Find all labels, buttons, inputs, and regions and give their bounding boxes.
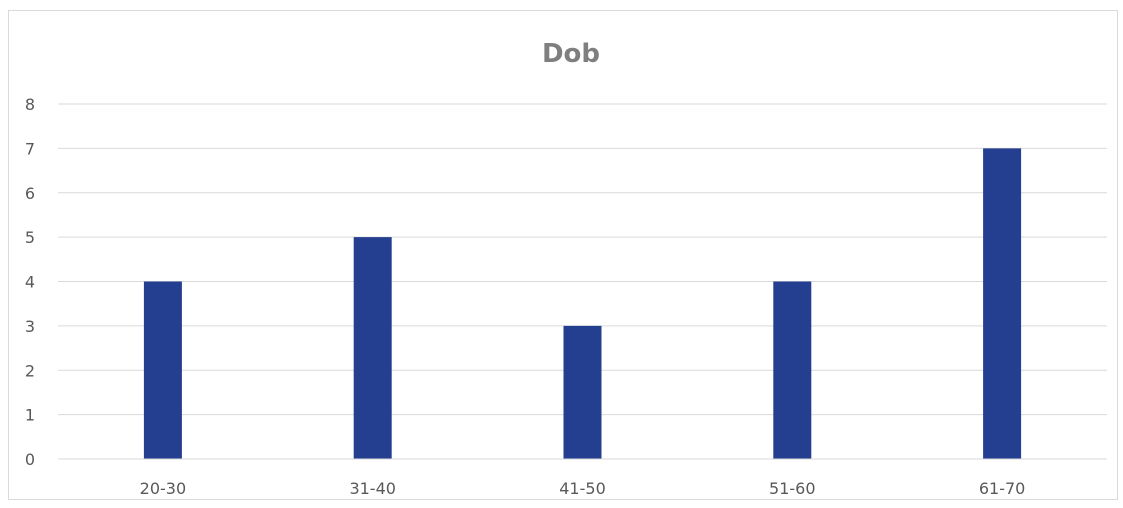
x-tick-label: 31-40 bbox=[349, 479, 396, 498]
y-tick-label: 4 bbox=[25, 273, 35, 292]
y-tick-label: 1 bbox=[25, 406, 35, 425]
bar-31-40 bbox=[353, 237, 392, 459]
bar-41-50 bbox=[563, 325, 602, 459]
x-tick-label: 41-50 bbox=[559, 479, 606, 498]
y-tick-label: 2 bbox=[25, 361, 35, 380]
y-tick-label: 6 bbox=[25, 184, 35, 203]
x-tick-label: 51-60 bbox=[769, 479, 816, 498]
bar-61-70 bbox=[983, 148, 1022, 459]
y-tick-label: 3 bbox=[25, 317, 35, 336]
y-tick-label: 5 bbox=[25, 228, 35, 247]
chart-frame bbox=[8, 10, 1118, 500]
y-tick-label: 7 bbox=[25, 139, 35, 158]
x-tick-label: 61-70 bbox=[979, 479, 1026, 498]
y-axis-tick-labels: 0 1 2 3 4 5 6 7 8 bbox=[25, 95, 35, 469]
x-axis-tick-labels: 20-30 31-40 41-50 51-60 61-70 bbox=[140, 479, 1026, 498]
bars bbox=[58, 148, 1107, 460]
bar-20-30 bbox=[143, 281, 182, 459]
x-tick-label: 20-30 bbox=[140, 479, 187, 498]
bar-51-60 bbox=[773, 281, 812, 459]
y-tick-label: 0 bbox=[25, 450, 35, 469]
y-tick-label: 8 bbox=[25, 95, 35, 114]
chart-title: Dob bbox=[542, 39, 600, 69]
